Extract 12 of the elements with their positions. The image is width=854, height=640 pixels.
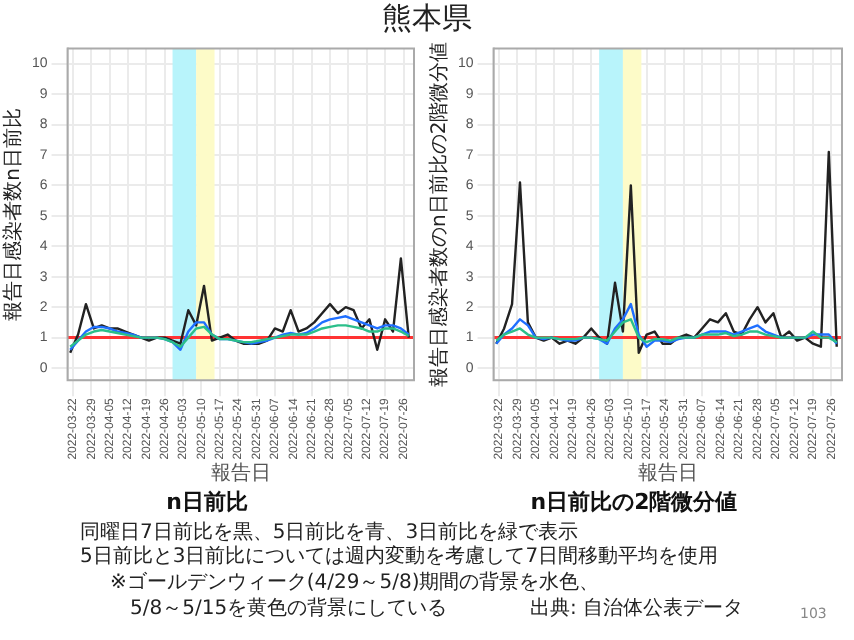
y-axis-title: 報告日感染者数n日前比 [1, 107, 26, 321]
x-axis-title: 報告日 [637, 460, 698, 485]
text: n日前比の2階微分値 [530, 488, 738, 515]
text: ※ゴールデンウィーク(4/29～5/8)期間の背景を水色、 [110, 572, 600, 596]
x-axis-title: 報告日 [210, 460, 271, 485]
text: n日前比 [166, 488, 248, 515]
text: 熊本県 [380, 0, 474, 36]
y-axis-title: 報告日感染者数のn日前比の2階微分値 [427, 41, 452, 388]
text: 5/8～5/15を黄色の背景にしている [130, 598, 448, 622]
source-note: 出典: 自治体公表データ [530, 598, 744, 622]
text: 5日前比と3日前比については週内変動を考慮して7日間移動平均を使用 [80, 546, 719, 570]
text: 同曜日7日前比を黒、5日前比を青、3日前比を緑で表示 [80, 522, 579, 545]
